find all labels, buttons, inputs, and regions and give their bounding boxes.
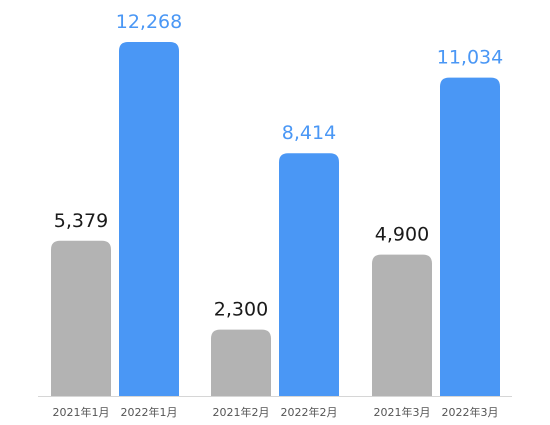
tick-label-6: 2022年3月 bbox=[442, 405, 499, 419]
value-label-1: 5,379 bbox=[54, 210, 108, 232]
value-label-4: 8,414 bbox=[282, 122, 336, 144]
bars-group bbox=[51, 42, 500, 396]
bar-6 bbox=[440, 77, 500, 396]
bar-5 bbox=[372, 254, 432, 396]
bar-4 bbox=[279, 153, 339, 396]
tick-label-2: 2022年1月 bbox=[121, 405, 178, 419]
tick-label-5: 2021年3月 bbox=[374, 405, 431, 419]
bar-1 bbox=[51, 240, 111, 396]
value-label-2: 12,268 bbox=[116, 11, 182, 33]
value-label-6: 11,034 bbox=[437, 47, 503, 69]
tick-label-3: 2021年2月 bbox=[213, 405, 270, 419]
value-label-5: 4,900 bbox=[375, 224, 429, 246]
tick-label-4: 2022年2月 bbox=[281, 405, 338, 419]
tick-labels-group: 2021年1月 2022年1月 2021年2月 2022年2月 2021年3月 2022年… bbox=[53, 405, 499, 419]
bar-2 bbox=[119, 42, 179, 396]
tick-label-1: 2021年1月 bbox=[53, 405, 110, 419]
value-labels-group: 5,379 12,268 2,300 8,414 4,900 11,034 bbox=[54, 11, 503, 321]
value-label-3: 2,300 bbox=[214, 299, 268, 321]
bar-3 bbox=[211, 329, 271, 396]
